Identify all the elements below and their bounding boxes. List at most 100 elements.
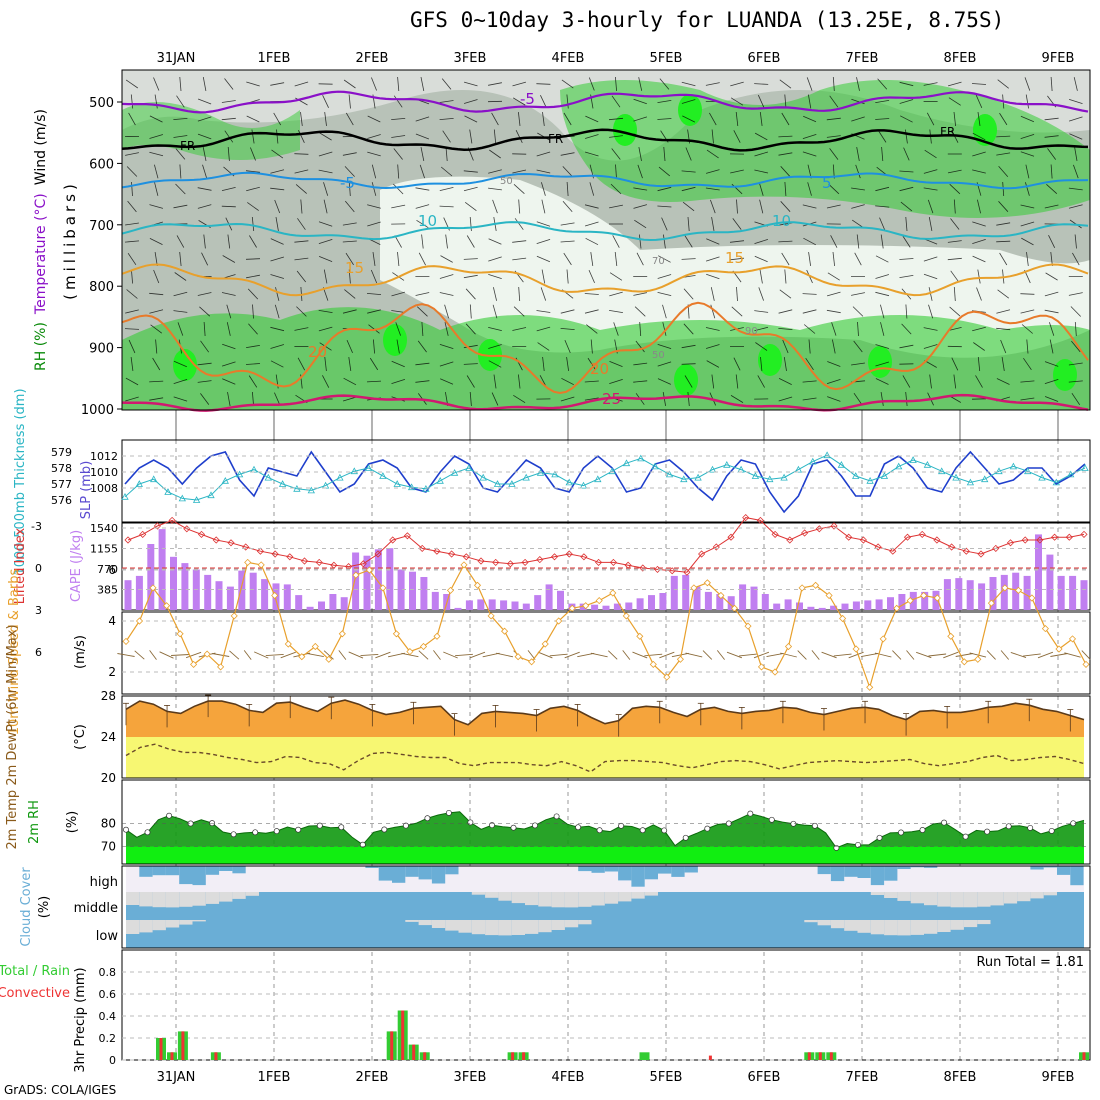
wind-barb — [221, 187, 236, 191]
wind-barb — [584, 134, 599, 139]
wind10-barb — [892, 650, 902, 660]
wind10-axis-label: 10m Wind Speed & Barbs — [7, 569, 22, 736]
wind10-barb — [134, 650, 145, 660]
wind-barb — [853, 340, 863, 353]
wind-barb — [346, 339, 353, 354]
date-label-top: 6FEB — [748, 51, 781, 66]
freezing-level-label-2: FR — [940, 125, 955, 139]
wind-barb — [950, 218, 960, 230]
freezing-level-label-0: FR — [180, 139, 195, 153]
wind-barb — [149, 380, 164, 383]
cape-bar — [465, 600, 473, 610]
wind10-barb — [916, 651, 932, 659]
wind-barb — [1025, 182, 1030, 196]
wind-barb — [342, 152, 357, 156]
wind-barb — [947, 257, 962, 261]
precip-convective-legend: Convective — [0, 986, 70, 1001]
precip-convective-bar — [522, 1052, 526, 1060]
wind-barb — [173, 135, 188, 138]
rh2m-point — [532, 822, 538, 829]
cape-tick-label: 1540 — [90, 522, 118, 535]
wind10-barb — [928, 653, 947, 657]
cloud-level-label: middle — [74, 901, 118, 916]
wind10-barb — [1064, 652, 1081, 658]
cloud-cell — [232, 892, 246, 899]
cloud-cell — [658, 866, 672, 874]
wind-barb — [323, 182, 329, 196]
lifted-index-point — [1080, 530, 1088, 538]
wind-barb — [802, 309, 817, 314]
thickness-point — [465, 464, 473, 471]
wind-barb — [1001, 357, 1005, 371]
thickness-point — [665, 470, 674, 478]
lifted-index-point — [359, 560, 367, 568]
wind-barb — [681, 99, 696, 104]
cloud-cell — [165, 866, 180, 876]
wind-barb — [852, 306, 864, 317]
cape-bar — [454, 607, 462, 610]
wind-barb — [612, 235, 620, 248]
wind-barb — [343, 79, 356, 89]
wind-barb — [201, 252, 209, 266]
wind-barb — [923, 256, 938, 262]
wind-barb — [246, 345, 260, 348]
wind-barb — [420, 77, 425, 91]
rh2m-point — [747, 810, 754, 817]
wind-barb — [396, 339, 400, 354]
wind-barb — [492, 199, 498, 214]
wind-barb — [488, 169, 502, 174]
wind10-barb — [1037, 651, 1054, 659]
wind-barb — [902, 375, 911, 388]
upper-panel-frame — [121, 69, 1091, 411]
rh2m-point — [984, 828, 991, 835]
wind10-speed-point — [311, 642, 319, 651]
upper-label-part: Wind (m/s) — [33, 109, 49, 185]
cloud-level-label: low — [96, 929, 119, 944]
cloud-cell — [631, 866, 645, 887]
lifted-index-tick-label: 6 — [35, 646, 42, 659]
wind-barb — [348, 94, 351, 109]
wind-barb — [611, 95, 621, 108]
cloud-cell — [910, 866, 924, 868]
wind-barb — [880, 322, 885, 336]
wind-barb — [827, 396, 841, 402]
date-label-top: 3FEB — [454, 51, 487, 66]
rh2m-point — [359, 841, 366, 848]
wind10-barb — [171, 654, 190, 656]
wind-barb — [294, 153, 309, 155]
cape-bar — [727, 596, 735, 610]
rh2m-point — [941, 819, 948, 826]
wind-barb — [662, 322, 667, 336]
pressure-axis-label: (millibars) — [61, 180, 79, 300]
wind-barb — [270, 82, 285, 86]
thickness-point — [938, 467, 946, 475]
thickness-point — [436, 476, 444, 484]
wind-barb — [1068, 187, 1083, 191]
wind10-speed-point — [406, 648, 414, 656]
wind-barb — [996, 135, 1011, 138]
wind10-speed-point — [433, 632, 441, 640]
wind-barb — [1020, 115, 1035, 123]
thickness-point — [780, 473, 788, 481]
cape-bar — [147, 544, 155, 610]
cloud-cell — [910, 892, 924, 904]
wind10-barb — [1000, 650, 1010, 660]
thickness-point — [952, 473, 960, 481]
cloud-cell — [392, 866, 406, 883]
wind-barb — [805, 357, 814, 371]
cloud-cell — [1043, 892, 1057, 896]
wind-barb — [947, 240, 962, 243]
thickness-point — [121, 492, 129, 500]
cloud-cell — [910, 920, 924, 935]
date-label-bottom: 9FEB — [1042, 1070, 1075, 1085]
wind10-barb — [874, 652, 892, 658]
cape-bar — [659, 593, 667, 610]
wind-barb — [706, 238, 720, 245]
cloud-cell — [511, 920, 525, 935]
wind-barb — [1070, 306, 1081, 317]
wind-barb — [274, 304, 280, 319]
wind-barb — [318, 310, 333, 313]
upper-label-part: RH (%) — [33, 322, 49, 371]
wind10-speed-point — [298, 653, 306, 661]
wind10-tick-label: 2 — [108, 665, 116, 679]
